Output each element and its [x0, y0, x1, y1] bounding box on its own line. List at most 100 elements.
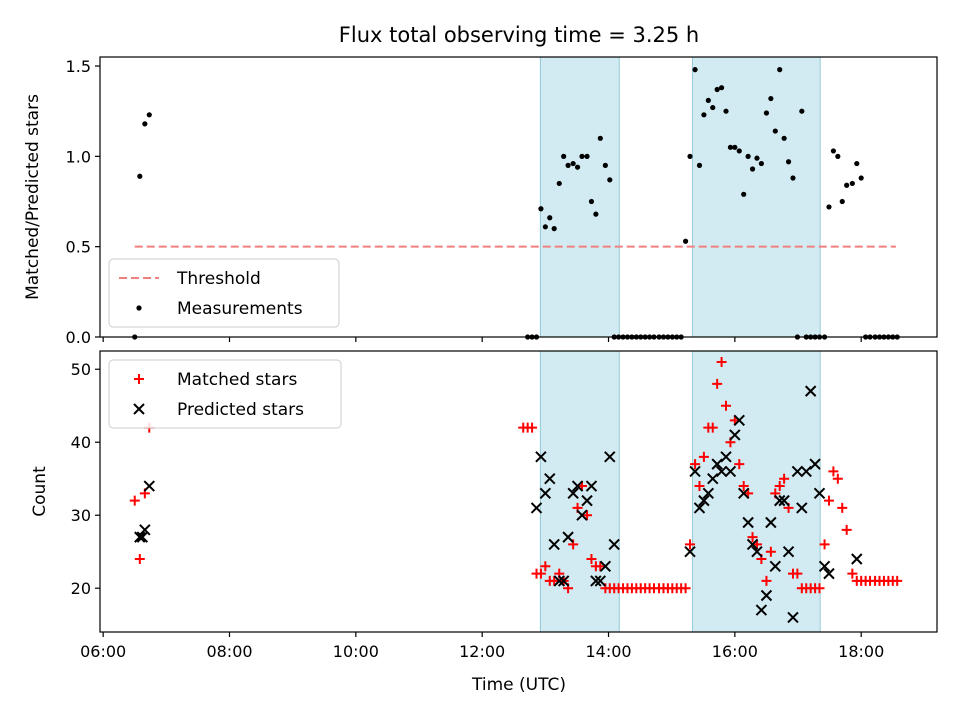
- predicted-star-point: [576, 509, 588, 521]
- matched-star-point: [761, 575, 772, 586]
- measurement-point: [754, 155, 760, 161]
- measurement-point: [579, 153, 585, 159]
- predicted-star-point: [765, 516, 777, 529]
- predicted-star-point: [751, 546, 763, 558]
- matched-star-point: [712, 378, 723, 389]
- x-tick-label: 18:00: [838, 642, 884, 661]
- measurement-point: [799, 108, 805, 114]
- matched-star-point: [841, 524, 852, 535]
- predicted-star-point: [530, 502, 543, 514]
- legend: Matched stars Predicted stars: [108, 359, 342, 429]
- y-axis-label: Matched/Predicted stars: [23, 94, 43, 300]
- predicted-star-point: [813, 487, 826, 500]
- matched-star-point: [734, 459, 745, 470]
- measurement-point: [736, 148, 742, 154]
- matched-star-point: [738, 481, 749, 492]
- measurement-point: [593, 211, 599, 217]
- axes-frame: [99, 56, 938, 338]
- predicted-star-point: [746, 538, 759, 551]
- measurement-point: [687, 153, 693, 159]
- predicted-star-point: [134, 531, 146, 543]
- measurement-point: [745, 153, 751, 159]
- measurement-point: [785, 159, 792, 165]
- measurement-point: [826, 204, 832, 210]
- predicted-star-point: [809, 458, 821, 470]
- predicted-star-point: [791, 465, 804, 478]
- predicted-star-point: [608, 538, 620, 551]
- matched-star-point: [779, 473, 790, 484]
- legend-label: Predicted stars: [177, 400, 304, 420]
- matched-star-point: [540, 561, 551, 572]
- legend: Threshold Measurements: [108, 258, 340, 328]
- matched-star-point: [837, 502, 848, 513]
- predicted-star-point: [567, 487, 579, 500]
- measurement-point: [849, 180, 855, 187]
- legend-predicted-swatch: [133, 403, 145, 415]
- axes-frame: [99, 350, 938, 633]
- predicted-star-point: [773, 494, 786, 507]
- matched-star-point: [792, 568, 803, 579]
- legend-measurement-swatch: [136, 305, 142, 311]
- measurement-point: [723, 108, 729, 114]
- measurement-point: [835, 153, 841, 159]
- measurement-point: [574, 164, 581, 170]
- predicted-star-point: [711, 458, 723, 470]
- predicted-star-point: [769, 560, 781, 573]
- measurement-point: [137, 173, 143, 179]
- predicted-star-point: [544, 473, 556, 485]
- measurement-point: [854, 160, 860, 167]
- measurement-point: [705, 97, 711, 103]
- measurement-point: [542, 224, 548, 230]
- predicted-star-point: [720, 451, 732, 463]
- legend-matched-swatch: [134, 374, 144, 384]
- measurement-point: [692, 67, 698, 73]
- measurement-point: [781, 135, 787, 141]
- matched-star-point: [694, 481, 705, 492]
- predicted-star-point: [585, 480, 598, 492]
- predicted-star-point: [136, 531, 149, 543]
- measurement-point: [710, 104, 716, 111]
- measurement-point: [696, 162, 703, 168]
- predicted-star-point: [733, 414, 745, 427]
- predicted-star-point: [782, 546, 795, 558]
- predicted-star-point: [715, 465, 728, 478]
- matched-star-point: [698, 451, 709, 462]
- x-tick-label: 16:00: [712, 642, 758, 661]
- measurement-point: [607, 177, 613, 183]
- predicted-star-point: [689, 465, 701, 478]
- shaded-span: [692, 56, 821, 338]
- matched-star-point: [721, 400, 732, 411]
- matched-star-point: [819, 539, 830, 550]
- measurement-point: [839, 198, 845, 205]
- matched-star-point: [716, 356, 727, 367]
- predicted-star-point: [724, 465, 737, 478]
- matched-star-point: [129, 495, 140, 506]
- predicted-star-point: [599, 560, 612, 573]
- predicted-star-point: [800, 465, 812, 478]
- y-tick-label: 1.5: [66, 57, 91, 76]
- y-tick-label: 0.0: [66, 328, 91, 347]
- predicted-star-point: [590, 575, 602, 587]
- predicted-star-point: [729, 429, 741, 441]
- measurement-point: [556, 180, 562, 187]
- predicted-star-point: [693, 502, 706, 514]
- predicted-star-point: [562, 531, 574, 543]
- y-tick-label: 20: [71, 579, 91, 598]
- measurement-point: [714, 86, 720, 93]
- measurement-point: [565, 162, 571, 168]
- predicted-star-point: [742, 516, 754, 529]
- x-tick-label: 14:00: [585, 642, 631, 661]
- measurement-point: [588, 198, 595, 205]
- predicted-star-point: [548, 538, 560, 551]
- legend-box: [108, 258, 340, 328]
- matched-star-point: [535, 568, 546, 579]
- y-tick-label: 0.5: [66, 238, 91, 257]
- legend-label: Matched stars: [177, 370, 297, 390]
- measurement-point: [584, 153, 590, 159]
- ratio-panel: 0.0 0.5 1.0 1.5 Matched/Predicted stars Thres…: [23, 56, 938, 347]
- matched-star-point: [832, 473, 843, 484]
- measurement-point: [570, 160, 576, 167]
- matched-star-point: [823, 495, 834, 506]
- predicted-star-point: [818, 560, 831, 573]
